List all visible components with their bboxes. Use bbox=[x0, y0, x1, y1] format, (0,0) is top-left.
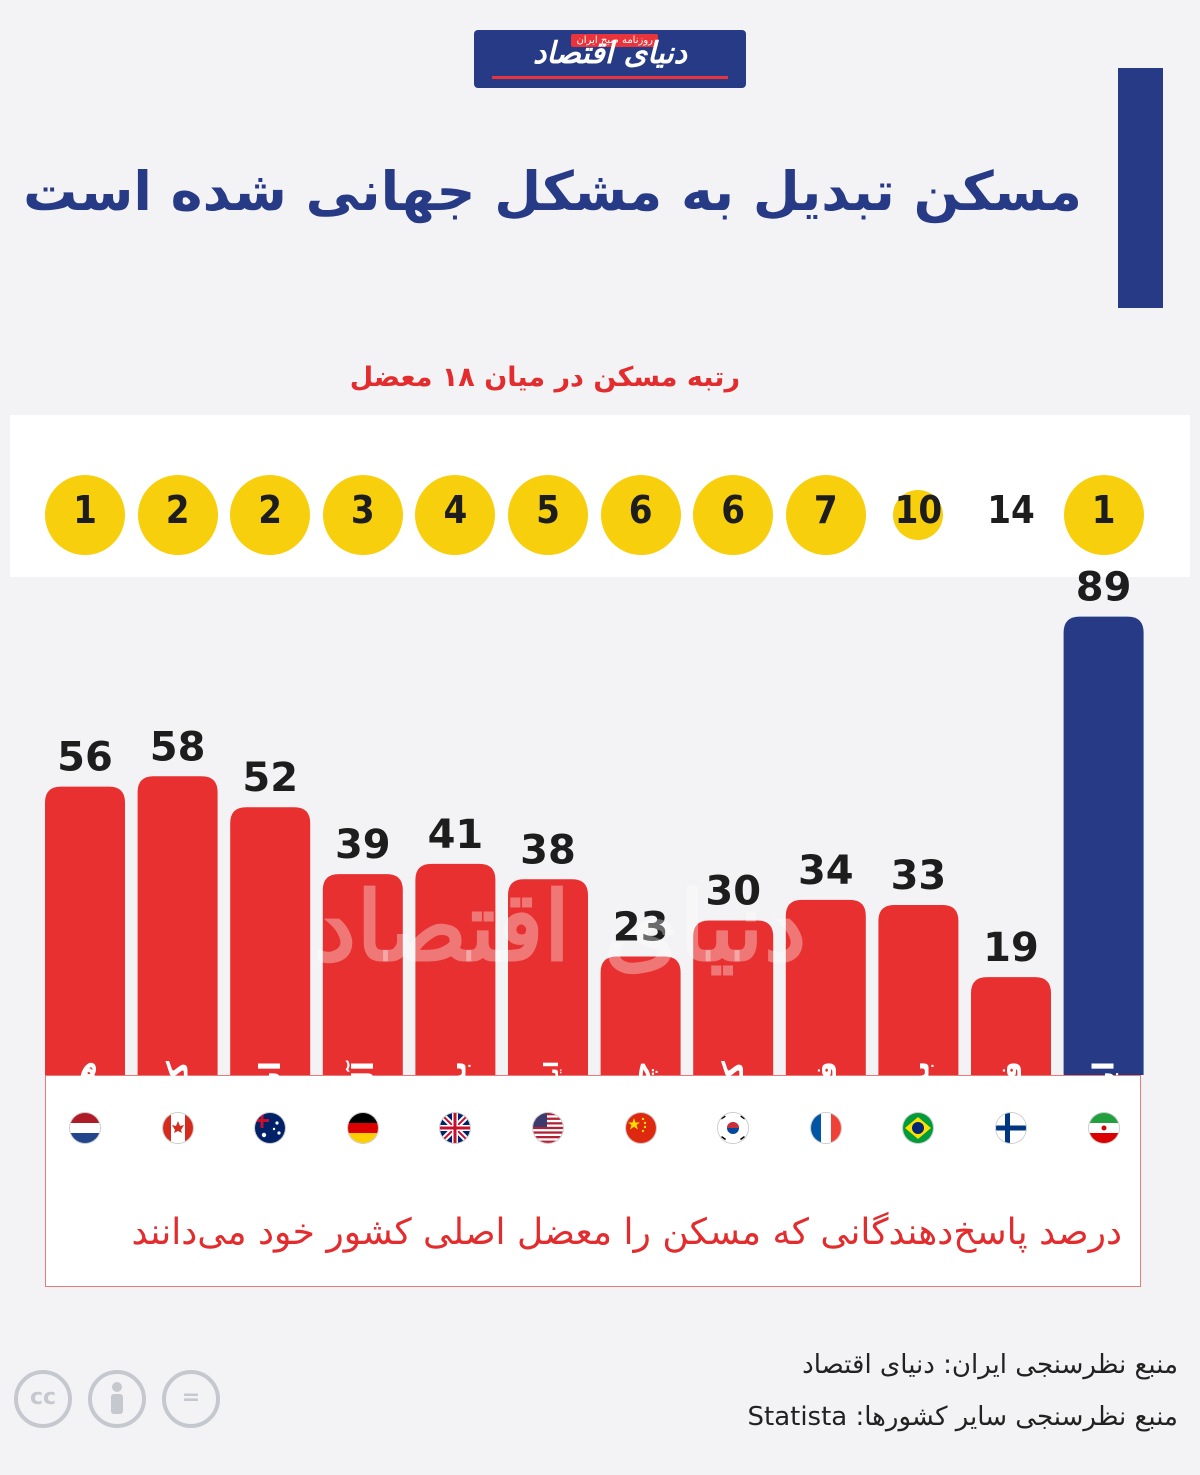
attribution-icon bbox=[88, 1370, 146, 1428]
rank-circle bbox=[45, 475, 125, 555]
netherlands-flag-icon bbox=[70, 1113, 100, 1143]
rank-circle bbox=[137, 475, 218, 555]
rank-number: 6 bbox=[628, 488, 653, 532]
creative-commons-icon: cc bbox=[14, 1370, 72, 1428]
rank-circle bbox=[600, 475, 681, 555]
logo-wordmark: دنیای اقتصاد bbox=[532, 36, 688, 71]
bar bbox=[878, 905, 959, 1075]
rank-circle bbox=[415, 475, 496, 555]
bar bbox=[45, 786, 125, 1075]
rank-number: 4 bbox=[443, 488, 468, 532]
page-title: مسکن تبدیل به مشکل جهانی شده است bbox=[23, 160, 1082, 223]
bar-value-label: 89 bbox=[1076, 565, 1132, 611]
bar-value-label: 39 bbox=[335, 822, 391, 868]
chart-caption: درصد پاسخ‌دهندگانی که مسکن را معضل اصلی … bbox=[131, 1212, 1122, 1253]
canada-flag-icon bbox=[162, 1113, 193, 1143]
bar bbox=[322, 874, 403, 1075]
rank-circle bbox=[322, 475, 403, 555]
rank-circle bbox=[893, 490, 944, 540]
bar bbox=[230, 807, 311, 1075]
bar bbox=[137, 776, 218, 1075]
bar-value-label: 30 bbox=[705, 869, 761, 915]
bar-value-label: 19 bbox=[983, 925, 1039, 971]
bar-value-label: 38 bbox=[520, 827, 576, 873]
rank-number: 7 bbox=[813, 488, 838, 532]
rank-number: 2 bbox=[165, 488, 190, 532]
south-korea-flag-icon bbox=[718, 1113, 749, 1143]
rank-circle bbox=[230, 475, 311, 555]
germany-flag-icon bbox=[347, 1113, 378, 1143]
france-flag-icon bbox=[810, 1113, 841, 1143]
bar-category-label: چین bbox=[624, 1061, 659, 1120]
watermark: دنیای اقتصاد bbox=[313, 870, 806, 983]
logo-tagline: روزنامه صبح ایران bbox=[571, 34, 658, 47]
iran-flag-icon bbox=[1088, 1113, 1119, 1143]
rank-number: 1 bbox=[73, 488, 97, 532]
rank-number: 6 bbox=[721, 488, 746, 532]
bar-value-label: 34 bbox=[798, 848, 854, 894]
bar bbox=[600, 956, 681, 1075]
china-flag-icon bbox=[625, 1113, 656, 1143]
rank-circle bbox=[508, 475, 588, 555]
australia-flag-icon bbox=[255, 1113, 286, 1143]
logo-underline bbox=[492, 76, 728, 79]
source-iran: منبع نظرسنجی ایران: دنیای اقتصاد bbox=[802, 1350, 1178, 1380]
brazil-flag-icon bbox=[903, 1113, 934, 1143]
bar bbox=[415, 863, 496, 1075]
rank-circle bbox=[693, 475, 774, 555]
rank-circle bbox=[785, 475, 866, 555]
source-others: منبع نظرسنجی سایر کشورها: Statista bbox=[747, 1402, 1179, 1432]
finland-flag-icon bbox=[996, 1113, 1026, 1143]
rank-number: 10 bbox=[894, 488, 943, 532]
bar-category-label: هلند bbox=[68, 1061, 102, 1122]
bar-category-label: ایالات متحده آمریکا bbox=[538, 1061, 563, 1248]
no-derivatives-icon: = bbox=[162, 1370, 220, 1428]
rank-number: 3 bbox=[350, 488, 375, 532]
bar-value-label: 41 bbox=[428, 812, 484, 858]
flag-caption-frame bbox=[45, 1075, 1141, 1287]
bar-value-label: 23 bbox=[613, 905, 669, 951]
bar-value-label: 58 bbox=[150, 724, 206, 770]
usa-flag-icon bbox=[533, 1113, 563, 1143]
uk-flag-icon bbox=[440, 1113, 471, 1143]
bar bbox=[785, 899, 866, 1075]
bar-value-label: 33 bbox=[891, 853, 947, 899]
bar bbox=[1063, 616, 1144, 1075]
rank-number: 14 bbox=[987, 488, 1035, 532]
newspaper-logo: روزنامه صبح ایران دنیای اقتصاد bbox=[474, 30, 746, 88]
rank-number: 5 bbox=[536, 488, 560, 532]
rank-number: 1 bbox=[1091, 488, 1116, 532]
rank-circle bbox=[1063, 475, 1144, 555]
rank-number: 2 bbox=[258, 488, 283, 532]
bar-value-label: 56 bbox=[57, 735, 113, 781]
bar bbox=[508, 879, 588, 1075]
bar bbox=[693, 920, 774, 1075]
bar-value-label: 52 bbox=[242, 755, 298, 801]
rank-subtitle: رتبه مسکن در میان ۱۸ معضل bbox=[349, 362, 740, 393]
title-accent-bar bbox=[1118, 68, 1163, 308]
bar bbox=[971, 977, 1051, 1075]
